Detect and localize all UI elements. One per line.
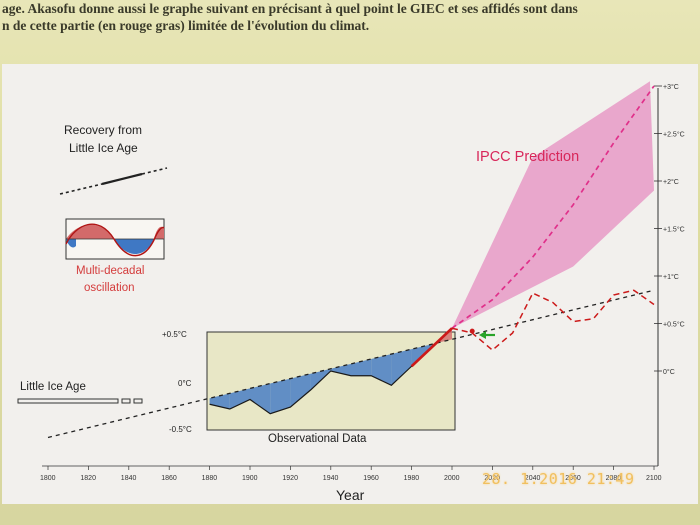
x-axis-tick-label: 1840 [121,475,137,482]
recovery-legend: Recovery from Little Ice Age [59,123,168,195]
right-axis-tick-label: +2.5°C [663,131,685,139]
observational-inset: Observational Data +0.5°C 0°C -0.5°C [162,328,456,445]
oscillation-curve [65,223,165,257]
little-ice-age-seg-1 [121,398,131,404]
little-ice-age-label: Little Ice Age [20,381,86,393]
recovery-label-line1: Recovery from [64,123,142,137]
green-arrow-icon [479,331,495,339]
cool-anomaly-fill [250,383,271,414]
cool-anomaly-fill [351,358,372,376]
x-axis-tick-label: 1920 [282,475,298,482]
right-y-axis: +3°C +2.5°C +2°C +1.5°C +1°C +0.5°C 0°C [654,83,685,466]
x-axis-tick-label: 2100 [646,475,662,482]
cool-anomaly-fill [371,354,392,386]
right-axis-tick-label: +2°C [663,178,679,186]
oscillation-cool-fill [114,239,154,255]
right-axis-tick-label: 0°C [663,368,675,376]
x-axis-tick-label: 1860 [161,475,177,482]
cool-anomaly-fill [229,388,250,409]
right-axis-tick-label: +1°C [663,273,679,281]
x-axis-tick-label: 1880 [202,475,218,482]
right-axis-tick-label: +1.5°C [663,226,685,234]
right-axis-tick-label: +3°C [663,83,679,91]
x-axis-title: Year [336,487,365,503]
series-layer [47,85,655,439]
oscillation-label-line2: oscillation [84,282,135,294]
little-ice-age-seg-2 [133,398,143,404]
x-axis-tick-label: 1940 [323,475,339,482]
caption-line-1: age. Akasofu donne aussi le graphe suiva… [2,1,578,16]
x-axis-tick-label: 2060 [565,475,581,482]
recovery-legend-dots-right [141,167,168,175]
little-ice-age-legend: Little Ice Age [17,381,143,404]
oscillation-cool-fill-left [66,239,76,248]
latest-observation-point [469,328,475,334]
cool-anomaly-fill [330,363,351,376]
oscillation-projection-line [451,289,655,352]
oscillation-legend: Multi-decadal oscillation [65,218,165,294]
x-axis-tick-label: 1900 [242,475,258,482]
inset-tick-zero: 0°C [178,379,192,388]
little-ice-age-bar [17,398,119,404]
cool-anomaly-fill [290,373,311,408]
cool-anomaly-fill [391,349,412,386]
observed-recent-bold-line [410,327,453,368]
recovery-label-line2: Little Ice Age [69,141,138,155]
x-axis-tick-label: 1960 [363,475,379,482]
caption-line-2: n de cette partie (en rouge gras) limité… [2,18,370,33]
ipcc-label: IPCC Prediction [476,149,579,165]
oscillation-label-line1: Multi-decadal [76,265,144,277]
right-axis-tick-label: +0.5°C [663,321,685,329]
camera-timestamp: 28. 1.2016 21:49 [482,470,635,488]
x-axis-tick-label: 2020 [484,475,500,482]
inset-frame [206,331,456,431]
x-axis-tick-label: 2040 [525,475,541,482]
inset-tick-minus: -0.5°C [169,425,192,434]
x-axis-tick-label: 1980 [404,475,420,482]
cool-anomaly-fill [270,378,291,414]
recovery-legend-dots-left [59,183,103,195]
x-axis-tick-label: 1800 [40,475,56,482]
x-axis-tick-label: 2080 [606,475,622,482]
inset-tick-plus: +0.5°C [162,330,187,339]
inset-title: Observational Data [268,433,367,445]
slide-panel: Recovery from Little Ice Age Multi-decad… [2,64,698,504]
recovery-legend-solid [101,172,143,186]
ipcc-uncertainty-band [452,81,654,329]
x-axis: Year 1800 1820 1840 1860 1880 1900 1920 1940 196… [40,465,662,503]
x-axis-tick-label: 2000 [444,475,460,482]
climate-chart: Recovery from Little Ice Age Multi-decad… [17,81,685,503]
x-axis-tick-label: 1820 [80,475,96,482]
document-caption: age. Akasofu donne aussi le graphe suiva… [0,0,700,34]
